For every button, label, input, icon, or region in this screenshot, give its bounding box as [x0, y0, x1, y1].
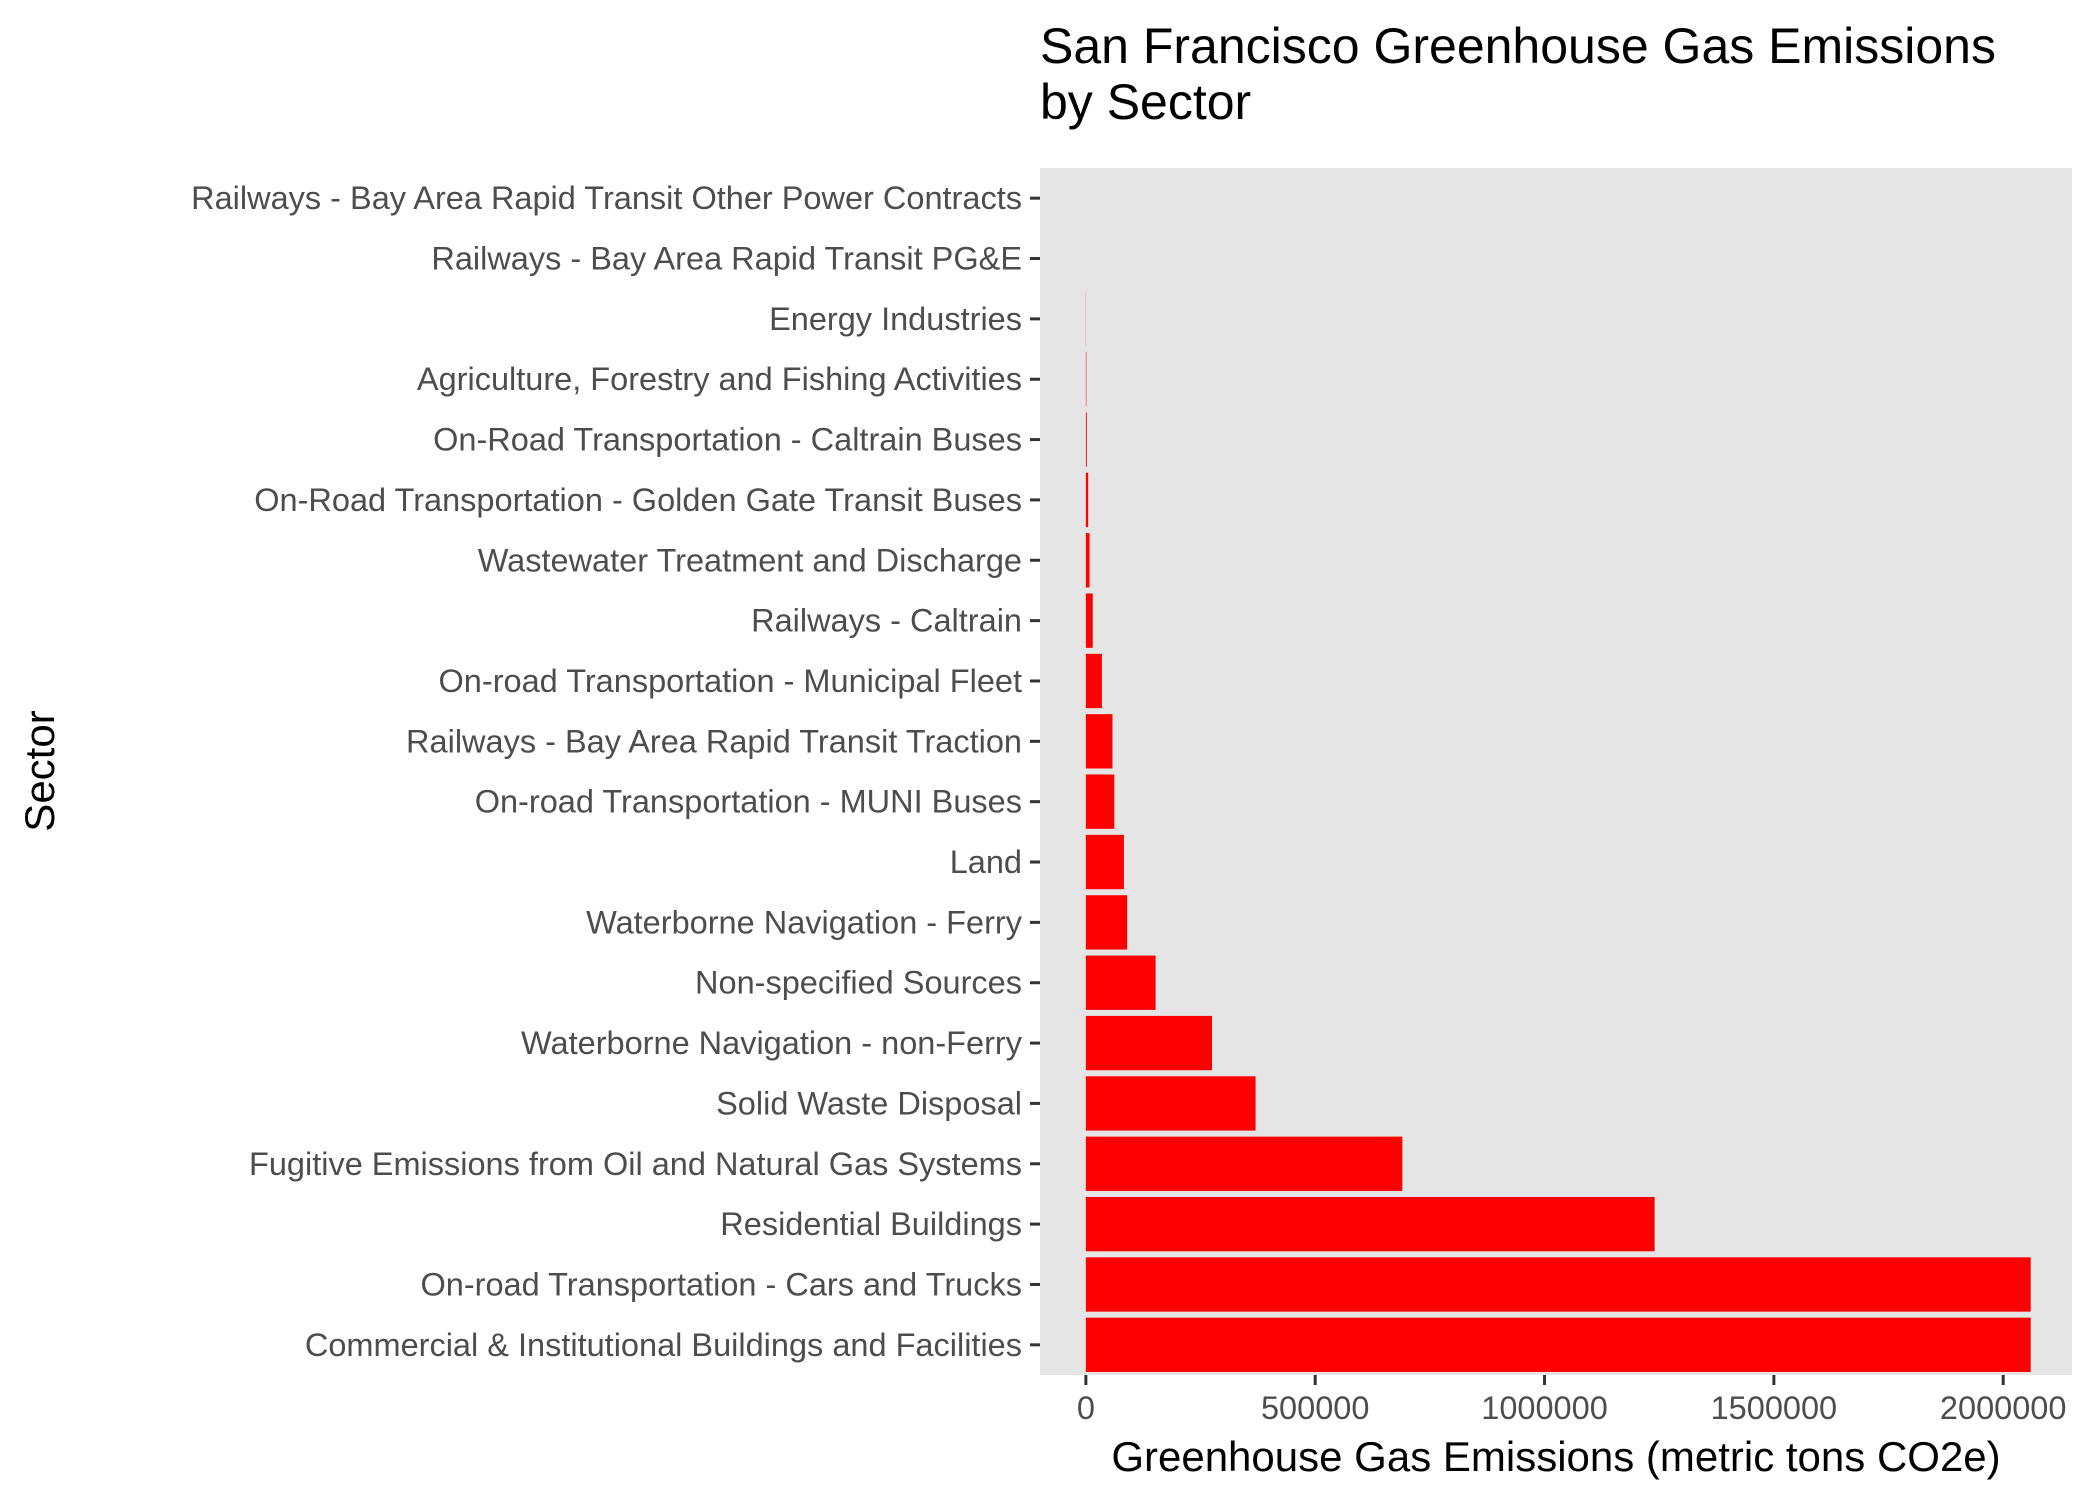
bar [1085, 1196, 1655, 1252]
x-tick-label: 1000000 [1481, 1390, 1608, 1426]
y-tick-label: Agriculture, Forestry and Fishing Activi… [417, 361, 1022, 397]
bar [1085, 593, 1093, 648]
bar [1085, 895, 1128, 950]
y-tick-label: On-road Transportation - MUNI Buses [475, 784, 1022, 820]
plot-panel [1040, 168, 2072, 1375]
bar [1085, 1076, 1256, 1131]
y-tick-label: Non-specified Sources [695, 965, 1022, 1001]
bar [1085, 472, 1089, 528]
x-tick-label: 1500000 [1711, 1390, 1838, 1426]
y-tick-label: Railways - Bay Area Rapid Transit Other … [191, 180, 1022, 216]
bar [1085, 1317, 2031, 1372]
y-tick-label: Railways - Caltrain [751, 603, 1022, 639]
y-tick-label: Railways - Bay Area Rapid Transit PG&E [431, 241, 1022, 277]
y-tick-label: On-road Transportation - Cars and Trucks [420, 1266, 1022, 1302]
y-tick-label: Land [950, 844, 1022, 880]
y-tick-label: On-Road Transportation - Caltrain Buses [433, 422, 1022, 458]
bar [1085, 834, 1124, 890]
x-tick-label: 0 [1077, 1390, 1095, 1426]
bar [1085, 412, 1087, 467]
y-axis-title: Sector [16, 710, 63, 831]
y-tick-label: Railways - Bay Area Rapid Transit Tracti… [406, 723, 1022, 759]
bar [1085, 533, 1090, 588]
y-tick-label: Residential Buildings [720, 1206, 1022, 1242]
bar [1085, 714, 1113, 769]
x-axis: 0 500000 1000000 1500000 2000000 [1077, 1375, 2067, 1426]
x-tick-label: 500000 [1261, 1390, 1369, 1426]
bar [1085, 955, 1156, 1010]
bar [1085, 774, 1115, 829]
chart-title-line-2: by Sector [1040, 74, 1251, 130]
y-tick-label: Fugitive Emissions from Oil and Natural … [249, 1146, 1022, 1182]
x-tick-label: 2000000 [1940, 1390, 2067, 1426]
y-tick-label: Waterborne Navigation - Ferry [586, 904, 1023, 940]
bar [1085, 1257, 2031, 1312]
bar [1085, 1136, 1403, 1191]
y-tick-label: Wastewater Treatment and Discharge [478, 542, 1022, 578]
bar [1085, 653, 1102, 709]
y-tick-label: Solid Waste Disposal [716, 1085, 1022, 1121]
y-tick-label: Waterborne Navigation - non-Ferry [521, 1025, 1023, 1061]
bars-group [1085, 291, 2031, 1372]
y-tick-label: Commercial & Institutional Buildings and… [305, 1327, 1022, 1363]
y-tick-label: On-road Transportation - Municipal Fleet [439, 663, 1022, 699]
x-axis-title: Greenhouse Gas Emissions (metric tons CO… [1111, 1433, 2000, 1480]
y-axis: Commercial & Institutional Buildings and… [191, 180, 1040, 1363]
y-tick-label: On-Road Transportation - Golden Gate Tra… [254, 482, 1022, 518]
bar [1085, 1015, 1212, 1071]
chart-title-line-1: San Francisco Greenhouse Gas Emissions [1040, 18, 1996, 74]
y-tick-label: Energy Industries [769, 301, 1022, 337]
